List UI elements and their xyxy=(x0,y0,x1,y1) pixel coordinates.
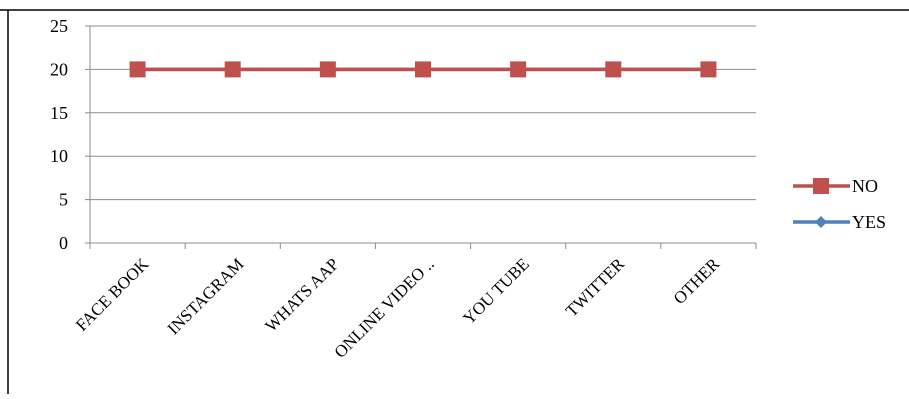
x-tick-label: FACE BOOK xyxy=(72,254,153,335)
x-tick-label: ONLINE VIDEO .. xyxy=(330,254,437,361)
y-tick-label: 0 xyxy=(59,233,68,253)
data-point-no xyxy=(415,61,431,78)
x-tick-label: TWITTER xyxy=(562,254,629,321)
data-point-no xyxy=(605,61,622,78)
legend: NO YES xyxy=(793,176,886,232)
x-tick-label: OTHER xyxy=(670,254,724,308)
y-tick-label: 10 xyxy=(50,146,68,166)
y-tick-label: 15 xyxy=(50,103,68,123)
data-point-no xyxy=(510,61,527,78)
legend-label-no: NO xyxy=(852,176,878,196)
y-tick-label: 20 xyxy=(50,59,68,79)
y-tick-label: 25 xyxy=(50,16,68,36)
axes xyxy=(85,25,757,249)
x-tick-label: YOU TUBE xyxy=(459,254,533,328)
legend-marker-yes xyxy=(815,216,827,228)
legend-marker-no xyxy=(813,178,829,194)
data-point-no xyxy=(129,61,146,78)
data-point-no xyxy=(319,61,336,78)
gridlines xyxy=(90,25,756,201)
series xyxy=(129,61,717,78)
y-tick-label: 5 xyxy=(59,190,68,210)
data-point-no xyxy=(224,61,241,78)
data-point-no xyxy=(700,61,717,78)
x-tick-label: INSTAGRAM xyxy=(164,254,248,338)
y-tick-labels: 0 5 10 15 20 25 xyxy=(50,16,68,253)
x-tick-label: WHATS AAP xyxy=(261,254,342,335)
legend-label-yes: YES xyxy=(852,212,886,232)
